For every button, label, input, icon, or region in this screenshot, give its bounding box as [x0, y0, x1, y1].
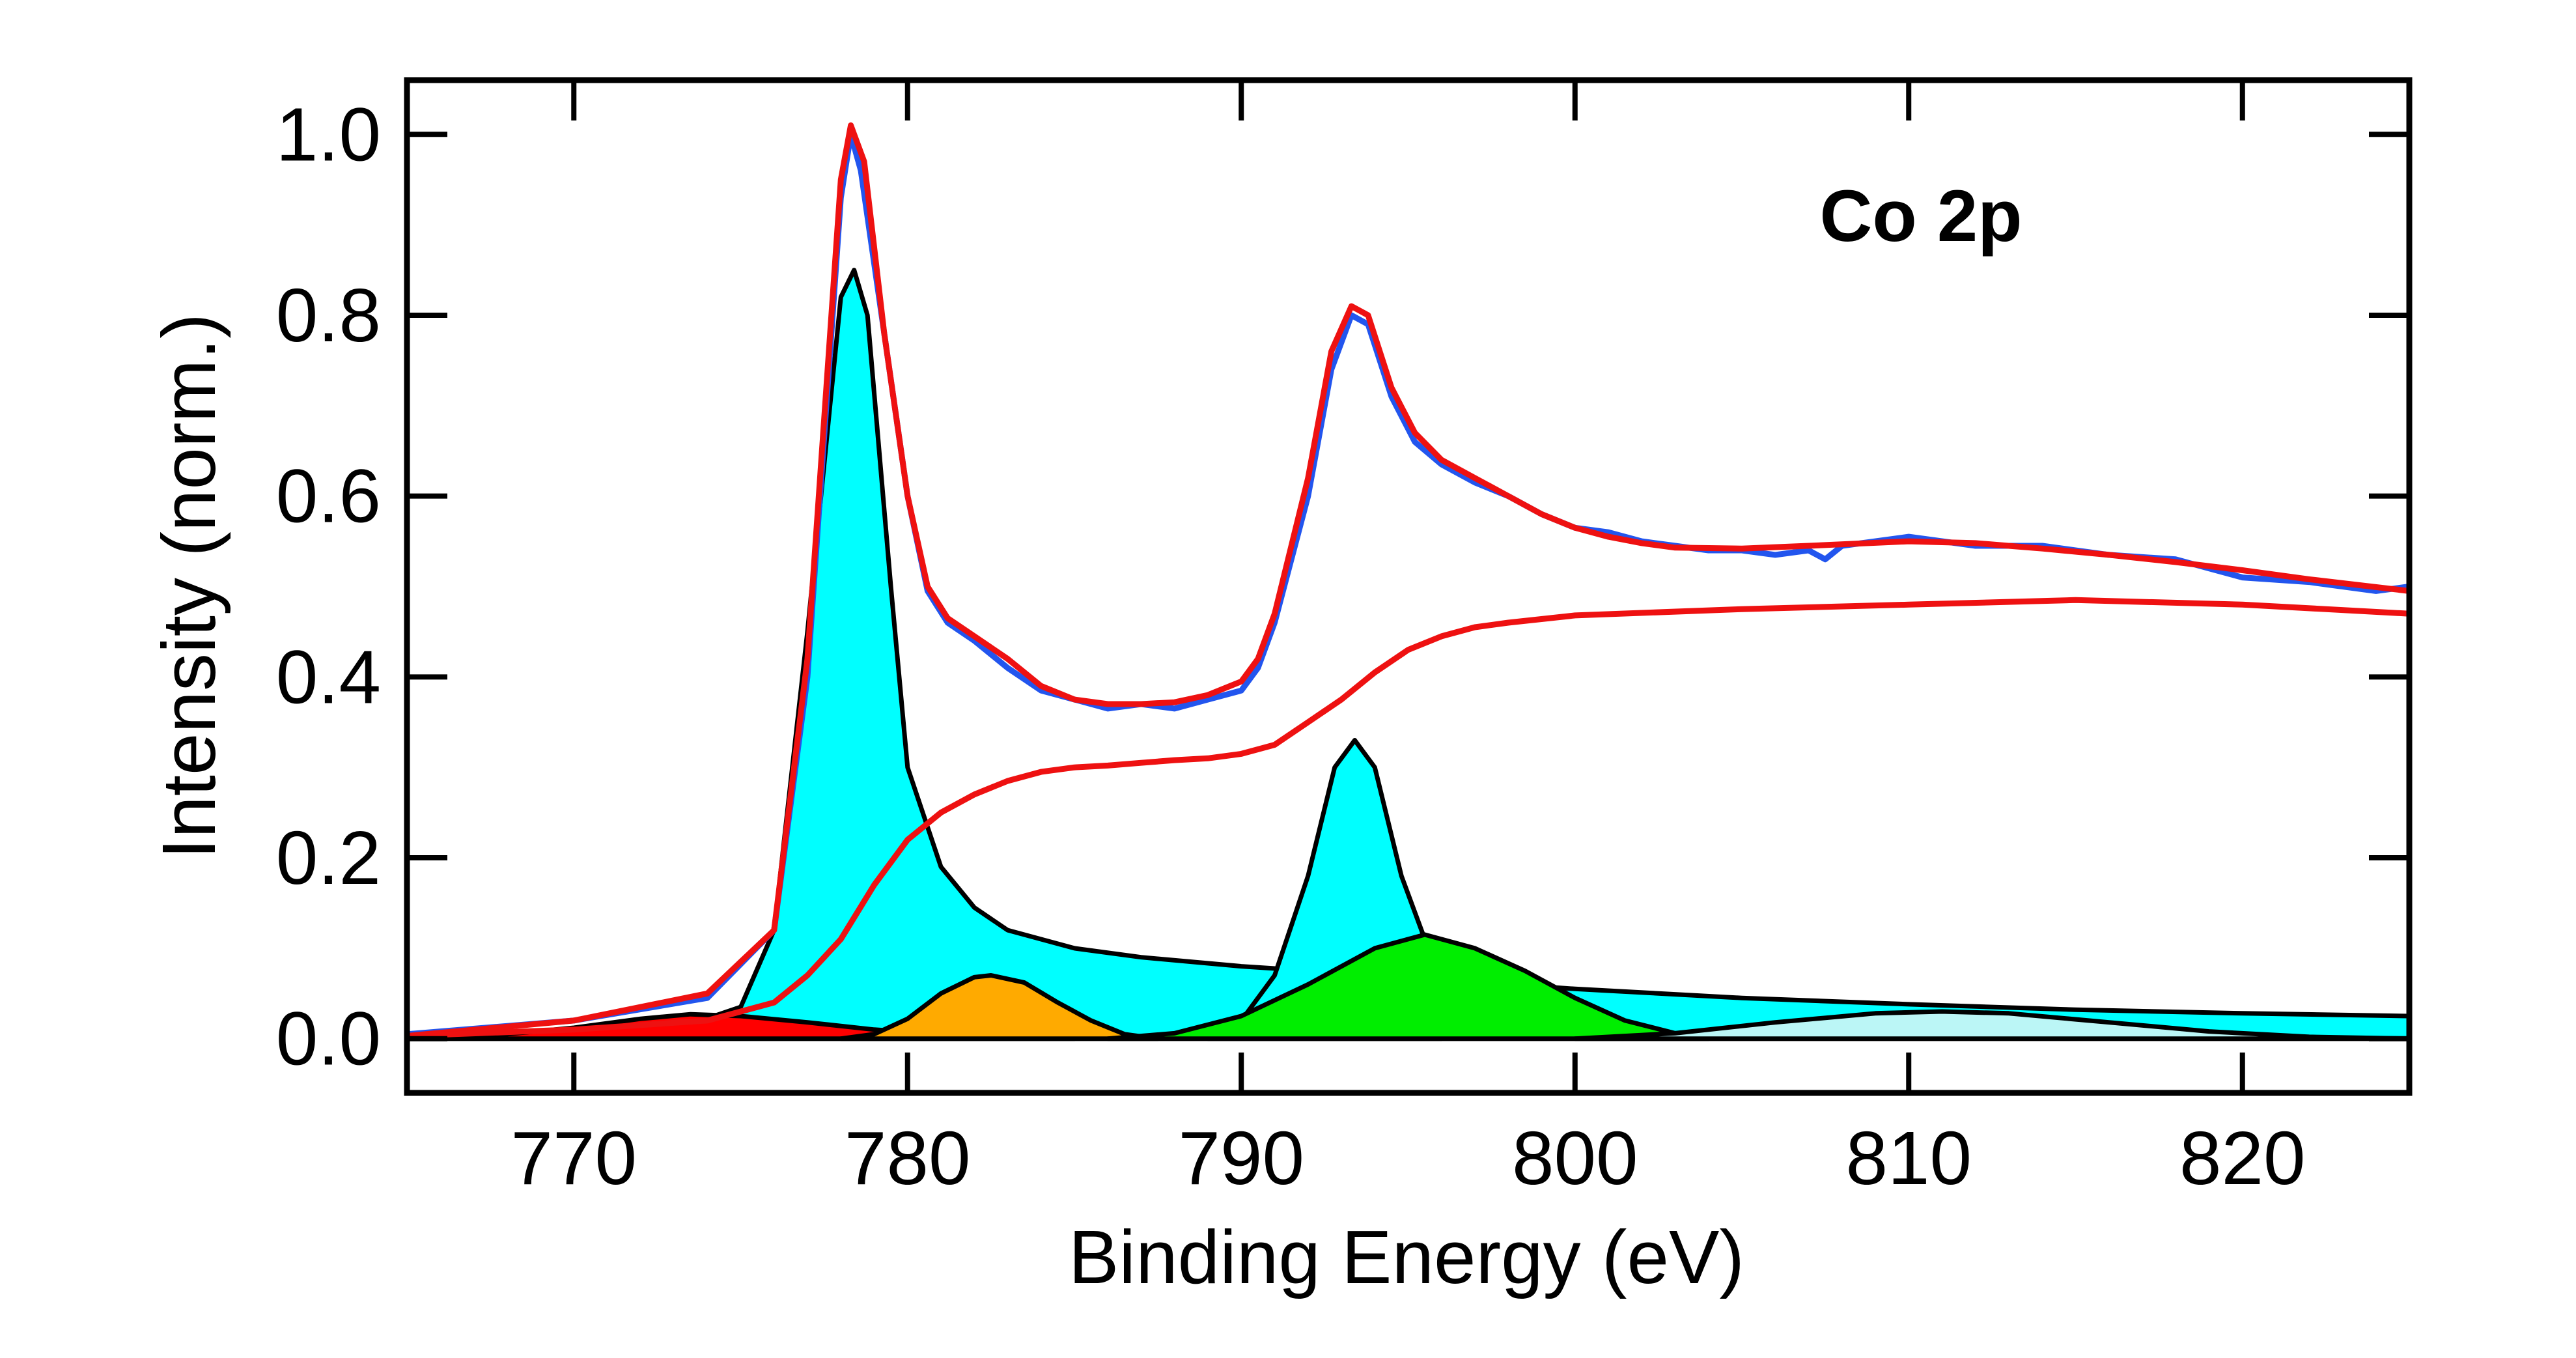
- plot-frame: [404, 77, 2413, 1096]
- spectrum-annotation: Co 2p: [1819, 175, 2022, 257]
- y-tick-label: 0.2: [276, 815, 381, 900]
- y-tick-label: 1.0: [276, 92, 381, 177]
- x-tick-label: 820: [2179, 1116, 2306, 1200]
- fit-components: [404, 268, 2412, 1041]
- x-tick-label: 770: [511, 1116, 637, 1200]
- series-shirley-background: [404, 597, 2413, 1039]
- y-tick-label: 0.6: [276, 454, 381, 539]
- axis-labels: 770 780 790 800 810 820 0.0 0.2 0.4 0.6 0.8 1.0: [276, 92, 2306, 1200]
- x-axis-title: Binding Energy (eV): [1069, 1215, 1744, 1299]
- spectrum-lines: [404, 122, 2413, 1039]
- y-tick-label: 0.8: [276, 273, 381, 358]
- y-axis-title: Intensity (norm.): [147, 313, 231, 859]
- x-tick-label: 800: [1512, 1116, 1638, 1200]
- x-tick-label: 810: [1845, 1116, 1972, 1200]
- y-tick-label: 0.0: [276, 997, 381, 1081]
- x-tick-label: 790: [1178, 1116, 1304, 1200]
- y-tick-label: 0.4: [276, 634, 381, 719]
- series-envelope-fit: [404, 122, 2413, 1039]
- axis-ticks: [407, 80, 2409, 1093]
- x-tick-label: 780: [845, 1116, 971, 1200]
